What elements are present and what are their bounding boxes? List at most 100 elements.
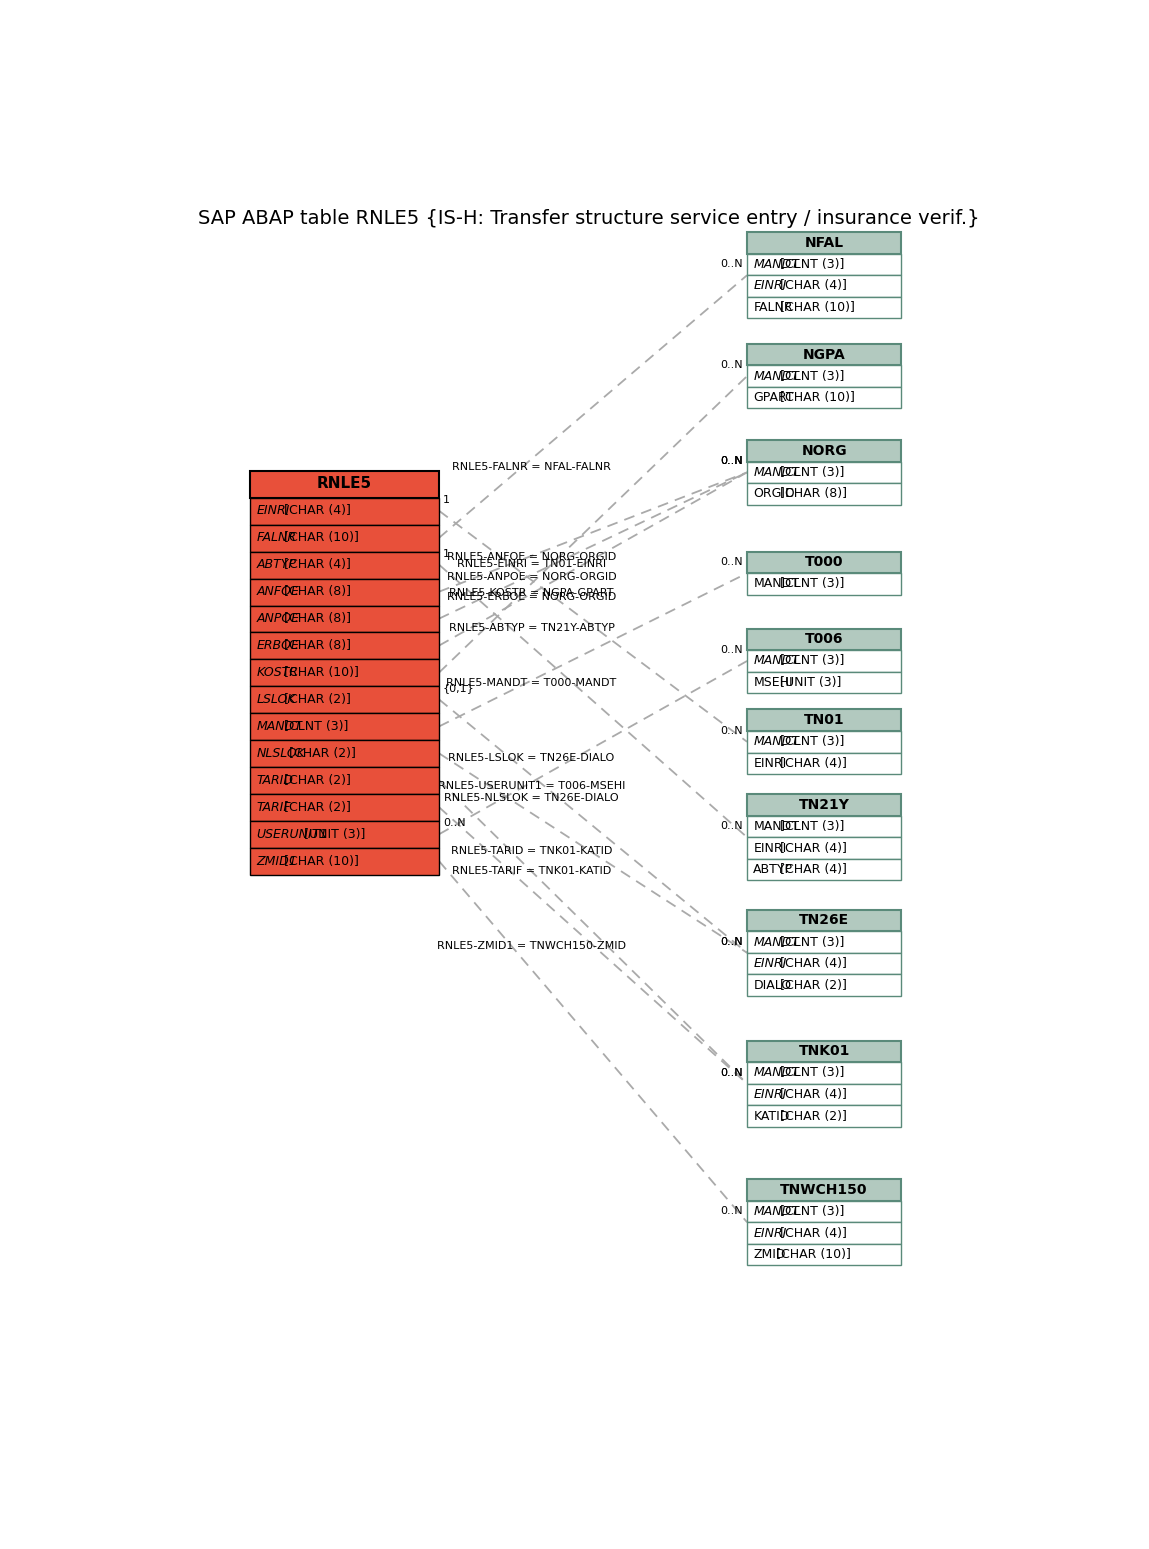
Text: [CHAR (8)]: [CHAR (8)]: [280, 612, 352, 626]
Text: 0..N: 0..N: [720, 359, 743, 370]
Text: [CHAR (4)]: [CHAR (4)]: [777, 1227, 847, 1239]
FancyBboxPatch shape: [747, 551, 901, 573]
Text: [CLNT (3)]: [CLNT (3)]: [777, 655, 845, 668]
Text: FALNR: FALNR: [256, 531, 296, 544]
FancyBboxPatch shape: [250, 740, 439, 767]
Text: USERUNIT1: USERUNIT1: [256, 827, 327, 841]
FancyBboxPatch shape: [747, 440, 901, 462]
FancyBboxPatch shape: [747, 1084, 901, 1106]
Text: KOSTR: KOSTR: [256, 666, 299, 678]
Text: RNLE5-FALNR = NFAL-FALNR: RNLE5-FALNR = NFAL-FALNR: [452, 462, 611, 472]
Text: [CHAR (2)]: [CHAR (2)]: [777, 1109, 847, 1123]
Text: ZMID: ZMID: [754, 1248, 786, 1261]
FancyBboxPatch shape: [747, 795, 901, 816]
Text: 1: 1: [444, 494, 450, 505]
FancyBboxPatch shape: [747, 387, 901, 409]
Text: RNLE5-ANFOE = NORG-ORGID: RNLE5-ANFOE = NORG-ORGID: [447, 551, 616, 562]
Text: [CHAR (4)]: [CHAR (4)]: [280, 505, 352, 517]
FancyBboxPatch shape: [250, 606, 439, 632]
Text: [CLNT (3)]: [CLNT (3)]: [777, 736, 845, 748]
Text: [CLNT (3)]: [CLNT (3)]: [777, 370, 845, 383]
FancyBboxPatch shape: [747, 1200, 901, 1222]
Text: [CHAR (4)]: [CHAR (4)]: [777, 1087, 847, 1101]
Text: [CLNT (3)]: [CLNT (3)]: [777, 819, 845, 833]
Text: MANDT: MANDT: [754, 655, 800, 668]
Text: TN21Y: TN21Y: [799, 798, 849, 812]
Text: RNLE5-LSLOK = TN26E-DIALO: RNLE5-LSLOK = TN26E-DIALO: [448, 753, 615, 762]
FancyBboxPatch shape: [747, 931, 901, 953]
FancyBboxPatch shape: [747, 953, 901, 974]
FancyBboxPatch shape: [747, 297, 901, 319]
Text: DIALO: DIALO: [754, 979, 792, 991]
FancyBboxPatch shape: [250, 632, 439, 660]
FancyBboxPatch shape: [250, 714, 439, 740]
Text: TN01: TN01: [804, 713, 845, 728]
Text: MSEHI: MSEHI: [754, 675, 793, 689]
Text: [CHAR (8)]: [CHAR (8)]: [280, 640, 352, 652]
FancyBboxPatch shape: [250, 767, 439, 795]
Text: TNWCH150: TNWCH150: [780, 1183, 867, 1197]
Text: ZMID1: ZMID1: [256, 855, 298, 867]
Text: RNLE5-NLSLOK = TN26E-DIALO: RNLE5-NLSLOK = TN26E-DIALO: [445, 793, 619, 804]
Text: FALNR: FALNR: [754, 301, 793, 314]
Text: MANDT: MANDT: [754, 1205, 800, 1218]
Text: MANDT: MANDT: [754, 466, 800, 479]
Text: LSLOK: LSLOK: [256, 692, 296, 706]
FancyBboxPatch shape: [747, 629, 901, 651]
FancyBboxPatch shape: [747, 858, 901, 880]
Text: RNLE5-TARIF = TNK01-KATID: RNLE5-TARIF = TNK01-KATID: [452, 866, 611, 877]
FancyBboxPatch shape: [747, 1179, 901, 1200]
Text: MANDT: MANDT: [754, 259, 800, 271]
FancyBboxPatch shape: [747, 573, 901, 595]
FancyBboxPatch shape: [747, 709, 901, 731]
Text: RNLE5-ANPOE = NORG-ORGID: RNLE5-ANPOE = NORG-ORGID: [447, 572, 616, 582]
Text: [CHAR (4)]: [CHAR (4)]: [777, 757, 847, 770]
Text: [UNIT (3)]: [UNIT (3)]: [777, 675, 842, 689]
Text: [CHAR (2)]: [CHAR (2)]: [280, 801, 352, 813]
FancyBboxPatch shape: [747, 1244, 901, 1266]
FancyBboxPatch shape: [250, 551, 439, 579]
Text: [UNIT (3)]: [UNIT (3)]: [300, 827, 365, 841]
Text: [CHAR (4)]: [CHAR (4)]: [777, 279, 847, 293]
Text: KATID: KATID: [754, 1109, 789, 1123]
Text: 0..N: 0..N: [720, 558, 743, 567]
Text: SAP ABAP table RNLE5 {IS-H: Transfer structure service entry / insurance verif.}: SAP ABAP table RNLE5 {IS-H: Transfer str…: [198, 209, 979, 228]
Text: [CHAR (2)]: [CHAR (2)]: [285, 747, 356, 761]
Text: MANDT: MANDT: [754, 936, 800, 948]
Text: [CLNT (3)]: [CLNT (3)]: [777, 259, 845, 271]
FancyBboxPatch shape: [250, 525, 439, 551]
Text: 0..N: 0..N: [720, 937, 743, 946]
Text: [CHAR (2)]: [CHAR (2)]: [280, 692, 352, 706]
Text: [CLNT (3)]: [CLNT (3)]: [777, 466, 845, 479]
Text: 0..N: 0..N: [720, 821, 743, 832]
Text: RNLE5-ABTYP = TN21Y-ABTYP: RNLE5-ABTYP = TN21Y-ABTYP: [448, 623, 615, 634]
FancyBboxPatch shape: [250, 579, 439, 606]
Text: MANDT: MANDT: [754, 370, 800, 383]
Text: 0..N: 0..N: [720, 644, 743, 655]
Text: 0..N: 0..N: [720, 1067, 743, 1078]
Text: [CLNT (3)]: [CLNT (3)]: [280, 720, 349, 733]
Text: RNLE5-KOSTR = NGPA-GPART: RNLE5-KOSTR = NGPA-GPART: [449, 589, 614, 598]
FancyBboxPatch shape: [250, 849, 439, 875]
FancyBboxPatch shape: [747, 909, 901, 931]
Text: EINRI: EINRI: [754, 1227, 787, 1239]
Text: 0..N: 0..N: [720, 1067, 743, 1078]
Text: 0..N: 0..N: [720, 725, 743, 736]
Text: [CHAR (8)]: [CHAR (8)]: [280, 586, 352, 598]
Text: 0..N: 0..N: [720, 259, 743, 270]
Text: [CHAR (10)]: [CHAR (10)]: [280, 855, 360, 867]
FancyBboxPatch shape: [747, 1222, 901, 1244]
Text: ABTYP: ABTYP: [754, 863, 793, 877]
Text: ANPOE: ANPOE: [256, 612, 300, 626]
Text: [CHAR (4)]: [CHAR (4)]: [777, 841, 847, 855]
Text: EINRI: EINRI: [754, 841, 787, 855]
Text: [CHAR (10)]: [CHAR (10)]: [777, 301, 855, 314]
Text: RNLE5-MANDT = T000-MANDT: RNLE5-MANDT = T000-MANDT: [446, 678, 617, 688]
Text: MANDT: MANDT: [754, 736, 800, 748]
Text: NGPA: NGPA: [803, 347, 846, 361]
Text: [CLNT (3)]: [CLNT (3)]: [777, 1205, 845, 1218]
Text: RNLE5-ERBOE = NORG-ORGID: RNLE5-ERBOE = NORG-ORGID: [447, 592, 616, 603]
Text: EINRI: EINRI: [754, 279, 787, 293]
FancyBboxPatch shape: [747, 232, 901, 254]
Text: [CHAR (10)]: [CHAR (10)]: [777, 392, 855, 404]
